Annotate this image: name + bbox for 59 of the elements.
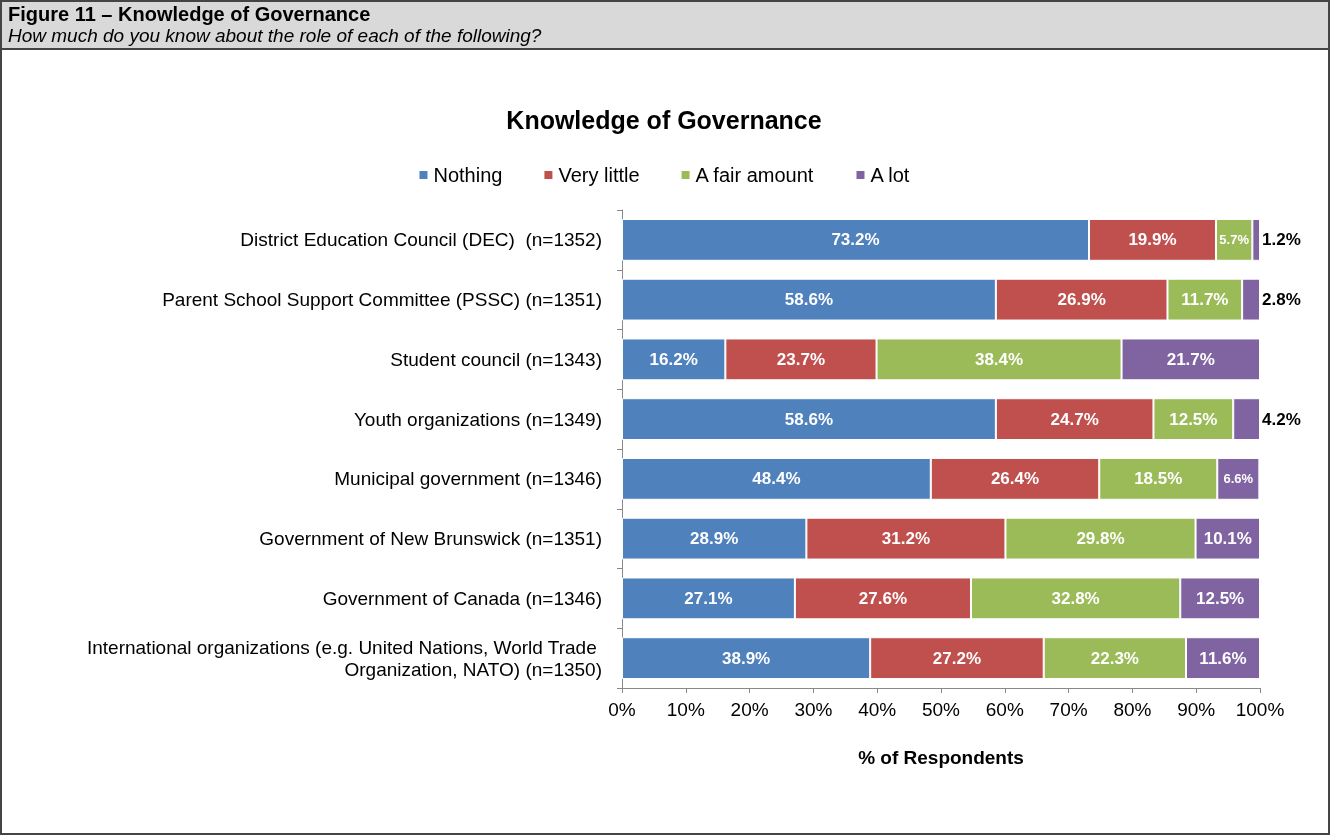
y-tick-label: District Education Council (DEC) (n=1352) — [240, 229, 602, 251]
legend-label: Nothing — [433, 164, 503, 186]
data-label: 1.2% — [1262, 230, 1301, 250]
data-label: 58.6% — [784, 409, 834, 429]
y-tick-label: International organizations (e.g. United Nations, World Trade Organization, NATO) (n=1350) — [86, 636, 602, 680]
data-label: 31.2% — [881, 529, 931, 549]
legend-label: A lot — [870, 164, 910, 186]
x-tick-label: 100% — [1235, 699, 1285, 720]
legend-label: Very little — [558, 164, 640, 186]
data-label: 29.8% — [1076, 529, 1125, 549]
data-label: 6.6% — [1223, 471, 1254, 487]
data-label: 22.3% — [1090, 648, 1139, 668]
x-tick-label: 0% — [608, 699, 636, 720]
y-tick-label: Youth organizations (n=1349) — [353, 408, 602, 430]
x-tick-label: 10% — [666, 699, 705, 720]
y-tick-label: Government of Canada (n=1346) — [322, 587, 602, 609]
data-label: 18.5% — [1134, 469, 1183, 489]
data-label: 32.8% — [1051, 588, 1100, 608]
data-label: 5.7% — [1219, 232, 1250, 248]
caption: Figure 11 – Knowledge of Governance — [8, 3, 371, 26]
data-label: 4.2% — [1262, 409, 1301, 429]
legend-label: A fair amount — [695, 164, 814, 186]
data-label: 26.4% — [990, 469, 1040, 489]
data-label: 12.5% — [1169, 409, 1218, 429]
data-label: 19.9% — [1128, 230, 1177, 250]
text: How much do you know about the role of each of the following? — [8, 25, 542, 47]
x-tick-label: 70% — [1049, 699, 1088, 720]
data-label: 12.5% — [1196, 588, 1245, 608]
chart-title: Knowledge of Governance — [506, 105, 822, 134]
data-label: 27.6% — [858, 588, 908, 608]
x-tick-label: 80% — [1113, 699, 1152, 720]
data-label: 21.7% — [1166, 349, 1215, 369]
data-label: 10.1% — [1203, 529, 1252, 549]
data-label: 27.2% — [932, 648, 982, 668]
data-label: 58.6% — [784, 290, 834, 310]
data-label: 2.8% — [1262, 290, 1301, 310]
data-label: 23.7% — [776, 349, 826, 369]
data-label: 26.9% — [1057, 290, 1106, 310]
y-tick-label: Parent School Support Committee (PSSC) (n=1351) — [162, 289, 602, 311]
x-axis-title: % of Respondents — [858, 747, 1024, 768]
data-label: 38.9% — [721, 648, 771, 668]
data-label: 16.2% — [649, 349, 698, 369]
x-tick-label: 40% — [858, 699, 897, 720]
y-tick-label: Government of New Brunswick (n=1351) — [259, 528, 602, 550]
y-tick-label: Municipal government (n=1346) — [334, 468, 602, 490]
y-tick-label: Student council (n=1343) — [390, 348, 602, 370]
data-label: 11.6% — [1199, 648, 1247, 668]
data-label: 24.7% — [1050, 409, 1099, 429]
x-tick-label: 60% — [985, 699, 1024, 720]
data-label: 38.4% — [974, 349, 1024, 369]
x-tick-label: 30% — [794, 699, 833, 720]
data-label: 11.7% — [1181, 290, 1229, 310]
data-label: 28.9% — [690, 529, 739, 549]
data-label: 48.4% — [752, 469, 801, 489]
x-tick-label: 20% — [730, 699, 769, 720]
data-label: 27.1% — [684, 588, 733, 608]
data-label: 73.2% — [831, 230, 880, 250]
x-tick-label: 90% — [1177, 699, 1216, 720]
x-tick-label: 50% — [921, 699, 961, 720]
